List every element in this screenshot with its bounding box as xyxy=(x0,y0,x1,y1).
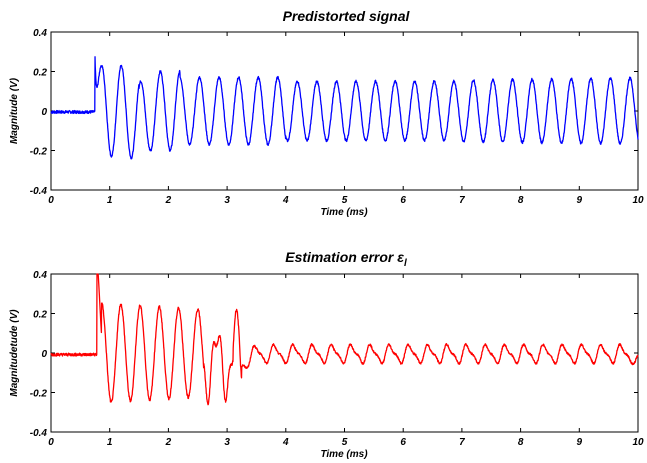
x-tick-label: 3 xyxy=(224,195,230,206)
series-line xyxy=(50,56,639,160)
x-tick-label: 6 xyxy=(400,437,406,448)
y-tick-label: 0.4 xyxy=(33,28,47,39)
x-tick-label: 10 xyxy=(632,195,644,206)
x-tick-label: 2 xyxy=(165,195,172,206)
x-tick-label: 2 xyxy=(165,437,172,448)
y-tick-label: 0 xyxy=(41,349,47,360)
y-tick-label: 0.2 xyxy=(33,68,47,79)
x-tick-label: 7 xyxy=(459,437,465,448)
x-tick-label: 4 xyxy=(282,437,289,448)
x-tick-label: 6 xyxy=(400,195,406,206)
x-tick-label: 5 xyxy=(342,195,348,206)
plot-estimation-error: Estimation error εl 0 1 2 3 4 5 6 7 8 9 10 -0.4 -0.2… xyxy=(9,249,644,460)
title-subscript: l xyxy=(404,258,407,269)
x-tick-label: 9 xyxy=(577,437,583,448)
chart-title: Estimation error εl xyxy=(285,249,407,269)
y-axis-label: Magnitudetude (V) xyxy=(9,309,20,397)
axis-ticks: 0 1 2 3 4 5 6 7 8 9 10 -0.4 -0.2 0 0.2 0.4 xyxy=(30,28,644,206)
y-tick-label: 0.4 xyxy=(33,270,47,281)
x-tick-label: 9 xyxy=(577,195,583,206)
title-main: Estimation error ε xyxy=(285,249,404,265)
axis-ticks: 0 1 2 3 4 5 6 7 8 9 10 -0.4 -0.2 0 0.2 0.4 xyxy=(30,270,644,448)
x-tick-label: 0 xyxy=(48,437,54,448)
x-tick-label: 5 xyxy=(342,437,348,448)
y-axis-label: Magnitude (V) xyxy=(9,77,20,144)
x-tick-label: 0 xyxy=(48,195,54,206)
chart-title: Predistorted signal xyxy=(283,8,411,24)
x-tick-label: 7 xyxy=(459,195,465,206)
series-line xyxy=(50,273,639,406)
axes-frame xyxy=(50,273,639,433)
x-tick-label: 3 xyxy=(224,437,230,448)
y-tick-label: -0.4 xyxy=(30,186,48,197)
x-tick-label: 8 xyxy=(518,437,524,448)
x-tick-label: 8 xyxy=(518,195,524,206)
y-tick-label: -0.2 xyxy=(30,389,48,400)
x-tick-label: 1 xyxy=(107,437,113,448)
y-tick-label: -0.2 xyxy=(30,147,48,158)
x-axis-label: Time (ms) xyxy=(320,207,368,218)
y-tick-label: -0.4 xyxy=(30,428,48,439)
x-tick-label: 4 xyxy=(282,195,289,206)
y-tick-label: 0 xyxy=(41,107,47,118)
x-tick-label: 1 xyxy=(107,195,113,206)
plot-predistorted-signal: Predistorted signal 0 1 2 3 4 5 6 7 8 9 10 -0.4 -0.2… xyxy=(9,8,644,218)
axes-frame xyxy=(50,31,639,191)
x-axis-label: Time (ms) xyxy=(320,449,368,460)
y-tick-label: 0.2 xyxy=(33,310,47,321)
x-tick-label: 10 xyxy=(632,437,644,448)
